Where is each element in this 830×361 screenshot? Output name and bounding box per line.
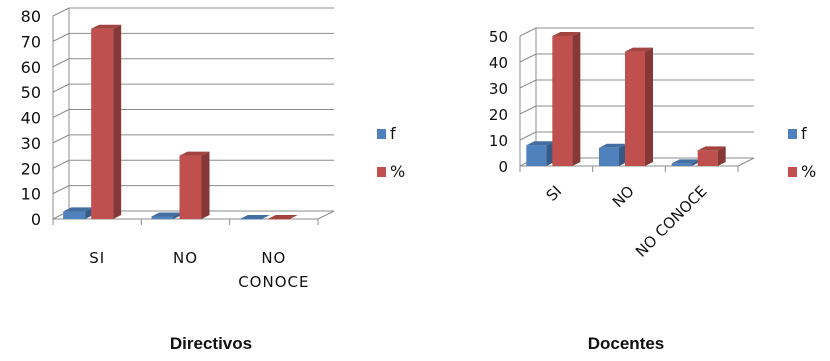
y-tick-label: 0 <box>498 158 508 176</box>
bar-side <box>717 146 726 166</box>
bar-pct-no-conoce <box>697 150 718 166</box>
y-tick-label: 30 <box>489 80 508 98</box>
floor-right-edge <box>317 210 335 220</box>
side-wall-gridline <box>52 134 70 144</box>
bar-side <box>572 32 581 166</box>
bar-top <box>179 151 210 156</box>
y-tick-label: 40 <box>489 54 508 72</box>
chart-directivos: 0 10 20 30 40 50 60 70 80 SI NO NO CONOCE f% <box>21 7 406 291</box>
legend-swatch-f <box>377 129 386 139</box>
bar-top <box>63 207 94 212</box>
bar-top <box>697 146 726 151</box>
side-wall-gridline <box>52 58 70 68</box>
legend-swatch-pct <box>788 167 797 177</box>
x-tick-label: SI <box>543 182 566 205</box>
bar-side <box>113 24 122 219</box>
bar-top <box>625 47 653 52</box>
x-tick-label: NO CONOCE <box>632 182 711 261</box>
side-wall-gridline <box>52 32 70 42</box>
bar-top <box>552 32 581 36</box>
legend-swatch-pct <box>377 167 386 177</box>
legend-label: f <box>390 124 396 143</box>
bar-pct-no-conoce <box>267 219 290 220</box>
y-tick-label: 60 <box>21 58 41 77</box>
y-tick-label: 70 <box>21 32 41 51</box>
bar-f-no <box>151 216 174 219</box>
side-wall-gridline <box>52 185 70 195</box>
bar-top <box>671 159 700 164</box>
bar-pct-no <box>625 51 645 166</box>
x-tick-label: NO <box>173 249 198 267</box>
bar-side <box>645 47 653 166</box>
side-wall-gridline <box>519 53 537 63</box>
y-tick-label: 20 <box>21 159 41 178</box>
bar-f-no-conoce <box>239 219 262 220</box>
legend-label: % <box>390 162 405 181</box>
side-wall-gridline <box>519 105 537 115</box>
bar-f-si <box>526 145 547 166</box>
legend-label: f <box>801 124 807 143</box>
bar-pct-no <box>179 155 202 219</box>
y-tick-label: 80 <box>21 7 41 26</box>
bar-top <box>151 212 182 217</box>
legend-swatch-f <box>788 129 797 139</box>
bar-top <box>599 143 627 148</box>
bar-top <box>91 24 122 29</box>
side-wall-gridline <box>52 159 70 169</box>
bar-f-si <box>63 211 86 219</box>
side-wall-gridline <box>52 109 70 118</box>
x-tick-label: NO <box>609 182 638 211</box>
y-tick-label: 20 <box>489 106 508 124</box>
side-wall-gridline <box>52 83 70 93</box>
caption-docentes: Docentes <box>587 334 665 353</box>
floor-right-edge <box>737 157 755 167</box>
bar-f-no-conoce <box>671 163 692 166</box>
bar-f-no <box>599 147 619 166</box>
side-wall-gridline <box>519 131 537 141</box>
bar-top <box>267 215 298 219</box>
y-tick-label: 40 <box>21 109 41 128</box>
y-tick-label: 10 <box>21 185 41 204</box>
bar-top <box>239 215 270 219</box>
side-wall-gridline <box>52 7 70 17</box>
y-tick-label: 10 <box>489 132 508 150</box>
y-tick-label: 30 <box>21 134 41 153</box>
bar-pct-si <box>552 36 573 166</box>
bar-side <box>201 151 210 219</box>
y-tick-label: 50 <box>489 28 508 46</box>
caption-directivos: Directivos <box>169 334 253 353</box>
y-tick-label: 50 <box>21 83 41 102</box>
bar-top <box>526 141 555 146</box>
x-tick-label: SI <box>89 249 105 267</box>
bar-pct-si <box>91 28 114 219</box>
side-wall-gridline <box>519 79 537 89</box>
y-tick-label: 0 <box>31 210 41 229</box>
side-wall-gridline <box>519 27 537 37</box>
x-tick-label: NO CONOCE <box>238 249 309 291</box>
legend-label: % <box>801 162 816 181</box>
